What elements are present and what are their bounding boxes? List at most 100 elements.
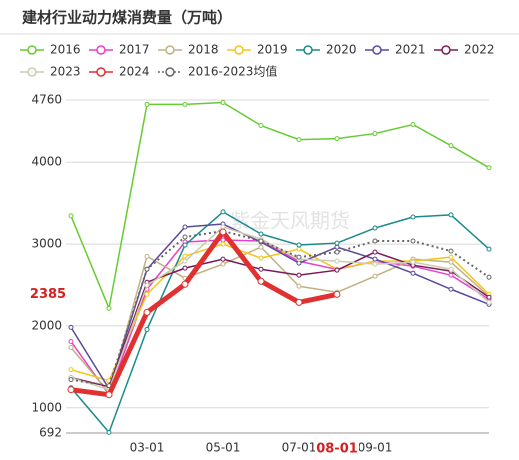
data-point	[296, 254, 302, 260]
legend-label: 2019	[257, 43, 288, 57]
data-point	[334, 267, 340, 273]
data-point	[372, 131, 378, 137]
data-point	[448, 259, 454, 265]
data-point	[410, 259, 416, 265]
data-point	[182, 101, 188, 107]
data-point	[296, 283, 302, 289]
data-point	[448, 286, 454, 292]
chart-title: 建材行业动力煤消费量（万吨）	[22, 9, 232, 27]
data-point	[486, 299, 492, 305]
y-tick-label: 3000	[31, 237, 62, 251]
data-point	[220, 99, 226, 105]
legend-label: 2018	[188, 43, 219, 57]
data-point	[334, 249, 340, 255]
data-point	[372, 238, 378, 244]
data-point	[333, 290, 341, 298]
data-point	[448, 272, 454, 278]
data-point	[144, 101, 150, 107]
series-line	[70, 229, 338, 398]
legend-label: 2016	[50, 43, 81, 57]
data-point	[372, 261, 378, 267]
data-point	[448, 266, 454, 272]
legend-label: 2021	[395, 43, 426, 57]
x-tick-label: 09-01	[358, 441, 393, 455]
y-tick-label: 4760	[31, 93, 62, 107]
data-point	[182, 234, 188, 240]
legend-label: 2024	[119, 65, 150, 79]
highlight-x-box	[315, 440, 359, 458]
data-point	[334, 240, 340, 246]
data-point	[448, 212, 454, 218]
legend-marker	[165, 67, 175, 77]
data-point	[258, 238, 264, 244]
data-point	[181, 280, 189, 288]
data-point	[144, 282, 150, 288]
data-point	[296, 242, 302, 248]
y-tick-label: 4000	[31, 155, 62, 169]
legend-marker	[96, 45, 106, 55]
series-line	[70, 243, 490, 382]
data-point	[296, 260, 302, 266]
data-point	[295, 298, 303, 306]
data-point	[220, 224, 226, 230]
data-point	[68, 324, 74, 330]
series-line	[70, 229, 490, 387]
data-point	[182, 253, 188, 259]
data-point	[220, 209, 226, 215]
data-point	[372, 273, 378, 279]
data-point	[334, 136, 340, 142]
series-line	[70, 211, 490, 434]
y-tick-label: 692	[39, 426, 62, 440]
data-point	[220, 256, 226, 262]
data-point	[144, 326, 150, 332]
data-point	[334, 244, 340, 250]
data-point	[410, 214, 416, 220]
x-tick-label: 03-01	[130, 441, 165, 455]
data-point	[410, 238, 416, 244]
y-tick-label: 1000	[31, 400, 62, 414]
x-tick-label: 05-01	[206, 441, 241, 455]
data-point	[448, 248, 454, 254]
highlight-x-label: 08-01	[316, 442, 358, 457]
series-line	[70, 251, 490, 388]
data-point	[296, 272, 302, 278]
data-point	[258, 244, 264, 250]
highlight-y-label: 2385	[30, 287, 66, 302]
legend-label: 2023	[50, 65, 81, 79]
legend-marker	[96, 67, 106, 77]
data-point	[144, 253, 150, 259]
data-point	[486, 165, 492, 171]
legend-label: 2016-2023均值	[188, 64, 277, 79]
series-line	[70, 246, 490, 394]
data-point	[486, 294, 492, 300]
legend-marker	[441, 45, 451, 55]
data-point	[258, 255, 264, 261]
data-point	[334, 258, 340, 264]
legend-label: 2017	[119, 43, 150, 57]
data-point	[258, 266, 264, 272]
legend-label: 2020	[326, 43, 357, 57]
data-point	[105, 391, 113, 399]
data-point	[182, 242, 188, 248]
data-point	[448, 254, 454, 260]
legend-label: 2022	[464, 43, 495, 57]
data-point	[106, 305, 112, 311]
data-point	[143, 308, 151, 316]
data-point	[372, 249, 378, 255]
data-point	[68, 338, 74, 344]
data-point	[410, 270, 416, 276]
legend-marker	[303, 45, 313, 55]
data-point	[296, 246, 302, 252]
data-point	[219, 228, 227, 236]
data-point	[68, 377, 74, 383]
data-point	[258, 231, 264, 237]
data-point	[486, 274, 492, 280]
data-point	[182, 258, 188, 264]
data-point	[258, 123, 264, 129]
x-tick-label: 07-01	[282, 441, 317, 455]
data-point	[220, 261, 226, 267]
data-point	[67, 386, 75, 394]
data-point	[296, 137, 302, 143]
data-point	[106, 429, 112, 435]
